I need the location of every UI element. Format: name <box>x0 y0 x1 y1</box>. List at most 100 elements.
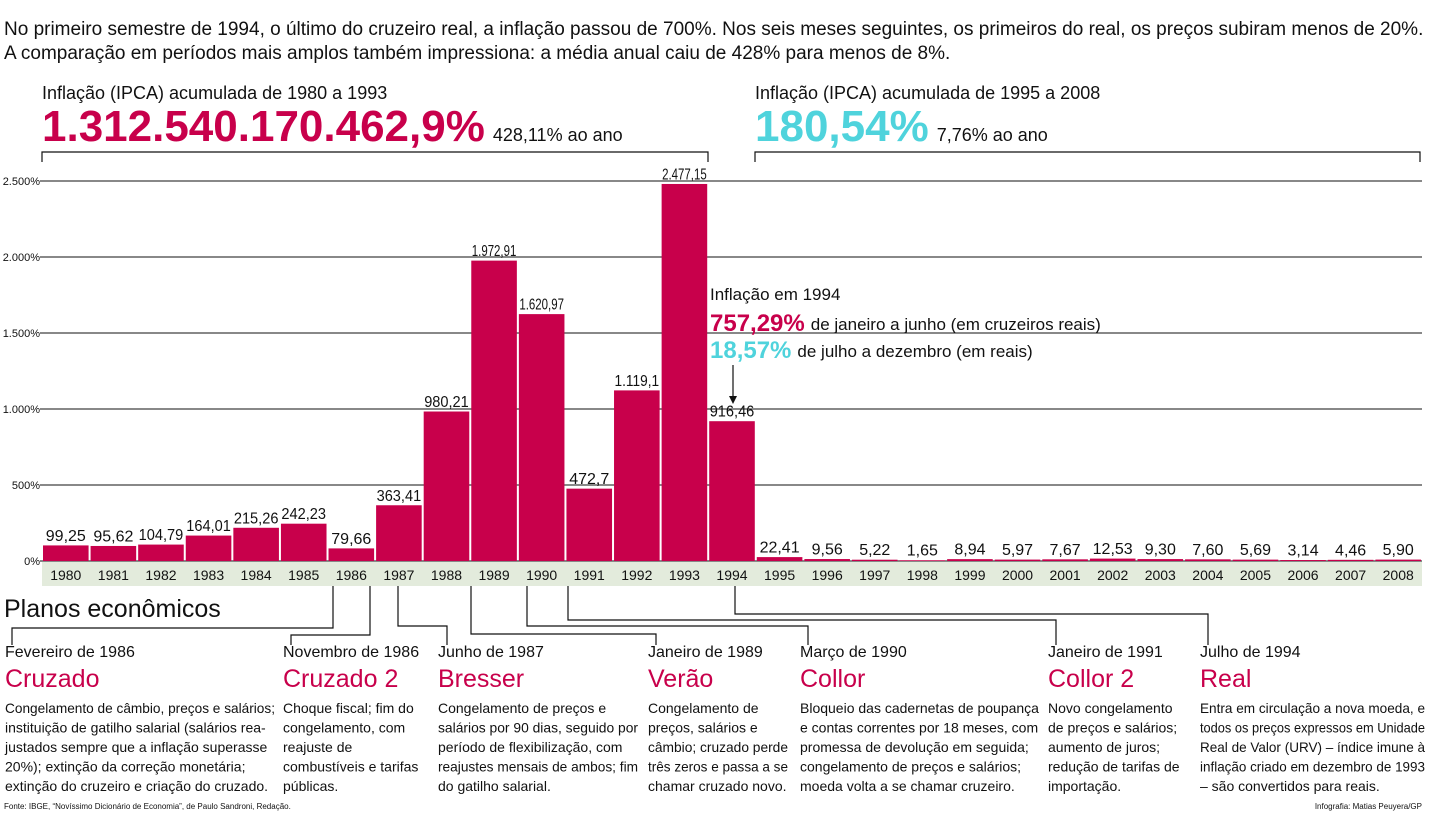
value-label: 1.620,97 <box>519 297 564 314</box>
x-tick-label: 1980 <box>50 567 81 583</box>
value-label: 2.477,15 <box>662 166 707 183</box>
plans-title: Planos econômicos <box>4 595 221 623</box>
category-strip <box>42 562 1422 586</box>
summary-label: Inflação (IPCA) acumulada de 1995 a 2008 <box>755 83 1100 103</box>
bar <box>1280 560 1326 561</box>
plan-date: Novembro de 1986 <box>283 644 419 661</box>
bar <box>471 260 517 561</box>
value-label: 5,22 <box>859 542 890 559</box>
plan-text: combustíveis e tarifas <box>283 759 418 775</box>
bar <box>1232 559 1279 561</box>
annotation-value: 757,29% <box>710 310 805 337</box>
connector <box>397 586 448 645</box>
value-label: 1,65 <box>907 543 938 560</box>
plan-text: Bloqueio das cadernetas de poupança <box>800 700 1039 716</box>
value-label: 5,97 <box>1002 542 1033 559</box>
x-tick-label: 1991 <box>574 567 605 583</box>
bar <box>233 527 279 561</box>
connector <box>11 586 334 645</box>
plan-name: Verão <box>648 665 713 693</box>
bar <box>43 545 89 561</box>
annotation-text: de janeiro a junho (em cruzeiros reais) <box>811 315 1101 334</box>
y-tick-label: 1.000% <box>3 404 41 416</box>
plan-text: congelamento, com <box>283 720 405 736</box>
plan-text: Novo congelamento <box>1048 700 1173 716</box>
intro-line: No primeiro semestre de 1994, o último d… <box>4 19 1423 40</box>
value-label: 1.972,91 <box>472 243 517 260</box>
plan-date: Fevereiro de 1986 <box>5 644 135 661</box>
x-tick-label: 1986 <box>336 567 367 583</box>
bar <box>851 559 898 561</box>
plan-name: Collor 2 <box>1048 665 1134 693</box>
annotation-title: Inflação em 1994 <box>710 285 840 304</box>
x-tick-label: 1992 <box>621 567 652 583</box>
value-label: 99,25 <box>46 528 86 545</box>
bar <box>1089 558 1136 561</box>
x-tick-label: 2003 <box>1145 567 1176 583</box>
plan-text: instituição de gatilho salarial (salário… <box>5 720 266 736</box>
annotation-value: 18,57% <box>710 337 791 364</box>
plan-text: período de flexibilização, com <box>438 739 622 755</box>
connector <box>526 586 809 645</box>
value-label: 164,01 <box>186 518 231 535</box>
x-tick-label: 1982 <box>145 567 176 583</box>
value-label: 5,90 <box>1383 542 1414 559</box>
plan-text: do gatilho salarial. <box>438 778 551 794</box>
x-tick-label: 1981 <box>98 567 129 583</box>
value-label: 95,62 <box>93 528 133 545</box>
arrow-head <box>729 396 737 404</box>
value-label: 215,26 <box>234 510 279 527</box>
bar <box>185 535 232 561</box>
plan-name: Real <box>1200 665 1251 693</box>
plan-name: Cruzado 2 <box>283 665 398 693</box>
y-tick-label: 2.500% <box>3 176 41 188</box>
value-label: 916,46 <box>710 404 755 421</box>
connector <box>470 586 657 645</box>
summary-annual: 7,76% ao ano <box>937 125 1048 145</box>
bar <box>1185 559 1231 561</box>
bar <box>994 559 1041 561</box>
x-tick-label: 1995 <box>764 567 795 583</box>
x-tick-label: 2004 <box>1192 567 1223 583</box>
value-label: 3,14 <box>1287 543 1318 560</box>
y-tick-label: 2.000% <box>3 252 41 264</box>
plan-text: Congelamento de câmbio, preços e salário… <box>5 700 275 716</box>
plan-text: e contas correntes por 18 meses, com <box>800 720 1038 736</box>
annotation-text: de julho a dezembro (em reais) <box>797 342 1032 361</box>
bar <box>376 505 422 561</box>
plan-text: Choque fiscal; fim do <box>283 700 414 716</box>
value-label: 980,21 <box>424 394 469 411</box>
value-label: 4,46 <box>1335 542 1366 559</box>
bar <box>1137 559 1184 561</box>
x-tick-label: 1989 <box>478 567 509 583</box>
plan-name: Cruzado <box>5 665 100 693</box>
bar <box>518 314 565 561</box>
plan-text: Real de Valor (URV) – índice imune à <box>1200 739 1425 755</box>
plan-text: justados sempre que a inflação superasse <box>4 739 267 755</box>
summary-label: Inflação (IPCA) acumulada de 1980 a 1993 <box>42 83 387 103</box>
x-tick-label: 1984 <box>241 567 272 583</box>
value-label: 7,67 <box>1050 542 1081 559</box>
plan-text: chamar cruzado novo. <box>648 778 787 794</box>
bar <box>709 421 755 561</box>
plan-text: Entra em circulação a nova moeda, e <box>1200 700 1425 716</box>
value-label: 12,53 <box>1093 541 1133 558</box>
x-tick-label: 1983 <box>193 567 224 583</box>
plan-text: Congelamento de preços e <box>438 700 606 716</box>
bar <box>90 545 137 561</box>
plan-text: reajustes mensais de ambos; fim <box>438 759 638 775</box>
plan-text: reajuste de <box>283 739 352 755</box>
y-tick-label: 1.500% <box>3 328 41 340</box>
plan-name: Collor <box>800 665 865 693</box>
x-tick-label: 2006 <box>1287 567 1318 583</box>
x-tick-label: 1990 <box>526 567 557 583</box>
plan-text: importação. <box>1048 778 1121 794</box>
summary-annual: 428,11% ao ano <box>493 125 623 145</box>
x-tick-label: 1994 <box>716 567 747 583</box>
plan-name: Bresser <box>438 665 524 693</box>
bar <box>138 544 184 561</box>
plan-text: todos os preços expressos em Unidade <box>1200 720 1425 736</box>
plan-text: públicas. <box>283 778 338 794</box>
